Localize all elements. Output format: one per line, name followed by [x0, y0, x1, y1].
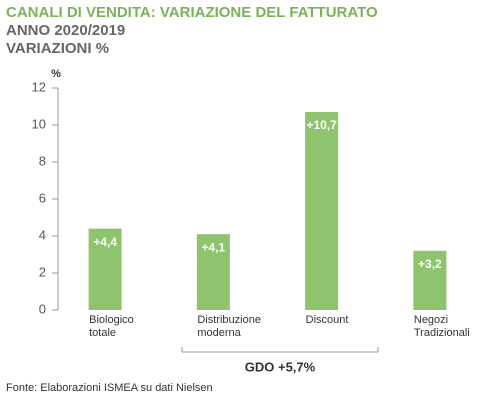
chart-subtitle: VARIAZIONI % — [6, 40, 109, 57]
value-label: +10,7 — [306, 118, 337, 132]
chart-title: CANALI DI VENDITA: VARIAZIONE DEL FATTUR… — [6, 4, 378, 21]
value-label: +3,2 — [418, 257, 442, 271]
y-tick-label: 8 — [39, 153, 46, 168]
bar — [305, 112, 339, 310]
x-tick-label: Biologico totale — [89, 314, 134, 339]
x-tick-label: Distribuzione moderna — [197, 314, 261, 339]
value-label: +4,1 — [202, 240, 226, 254]
bar — [196, 234, 230, 310]
chart-subtitle: ANNO 2020/2019 — [6, 22, 125, 39]
y-axis-label: % — [51, 68, 61, 80]
value-label: +4,4 — [93, 235, 117, 249]
y-tick-label: 10 — [32, 116, 46, 131]
y-tick-label: 6 — [39, 190, 46, 205]
y-tick-label: 12 — [32, 79, 46, 94]
x-tick-label: Negozi Tradizionali — [414, 314, 470, 339]
x-tick-label: Discount — [306, 314, 349, 326]
y-tick-label: 2 — [39, 264, 46, 279]
bar — [413, 250, 447, 310]
annotation: GDO +5,7% — [245, 359, 316, 374]
y-tick-label: 0 — [39, 301, 46, 316]
y-tick-label: 4 — [39, 227, 46, 242]
bar — [88, 228, 122, 310]
source: Fonte: Elaborazioni ISMEA su dati Nielse… — [6, 382, 213, 394]
